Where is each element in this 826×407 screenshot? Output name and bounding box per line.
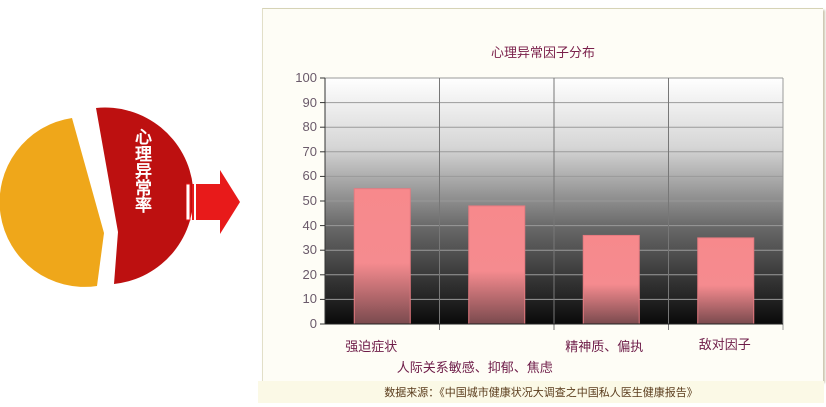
chart-title: 心理异常因子分布 xyxy=(490,46,595,61)
chart-panel: 心理异常因子分布 0 10 20 30 40 50 60 70 80 90 100 强迫症状人际关系… xyxy=(262,8,823,381)
bar-4 xyxy=(697,237,755,325)
x-tick-label: 精神质、偏执 xyxy=(565,340,644,355)
x-tick-label: 强迫症状 xyxy=(345,340,398,355)
source-note: 数据来源：《中国城市健康状况大调查之中国私人医生健康报告》 xyxy=(384,386,698,399)
y-tick-label: 0 xyxy=(309,316,317,331)
bar-3 xyxy=(582,234,640,325)
y-tick-label: 30 xyxy=(302,242,317,258)
pie-slice-normal xyxy=(0,118,104,287)
y-tick-label: 100 xyxy=(295,70,317,85)
pie-slice-abnormal xyxy=(96,107,194,284)
y-tick-label: 70 xyxy=(302,143,317,159)
bar-1 xyxy=(353,188,411,325)
y-tick-label: 60 xyxy=(302,168,317,184)
pie-chart xyxy=(0,107,194,287)
y-tick-label: 80 xyxy=(302,119,317,135)
pie-label: 心理异常率 xyxy=(131,128,151,213)
source-strip: 数据来源：《中国城市健康状况大调查之中国私人医生健康报告》 xyxy=(258,381,824,403)
y-tick-label: 20 xyxy=(302,266,317,282)
bar-chart xyxy=(320,77,784,330)
bar-2 xyxy=(468,205,526,325)
y-tick-label: 50 xyxy=(302,193,317,208)
y-tick-label: 10 xyxy=(302,291,317,307)
x-tick-label: 人际关系敏感、抑郁、焦虑 xyxy=(396,361,553,376)
y-tick-label: 40 xyxy=(302,217,317,233)
right-arrow-icon xyxy=(186,170,240,234)
x-tick-label: 敌对因子 xyxy=(698,338,751,353)
y-tick-label: 90 xyxy=(302,94,317,110)
